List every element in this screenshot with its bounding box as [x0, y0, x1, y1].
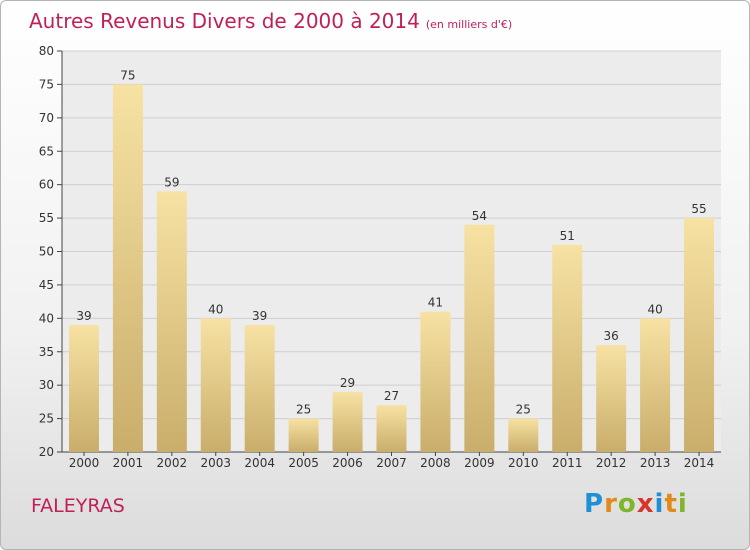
bar [244, 325, 275, 452]
x-tick-label: 2000 [69, 456, 100, 470]
bar-value-label: 75 [120, 68, 135, 82]
bar [112, 84, 143, 453]
commune-name: FALEYRAS [31, 495, 125, 517]
y-tick-label: 40 [39, 311, 54, 325]
chart-title: Autres Revenus Divers de 2000 à 2014 (en … [29, 9, 513, 33]
bar [376, 405, 407, 452]
x-tick-label: 2005 [288, 456, 319, 470]
bar [332, 391, 363, 452]
x-tick-label: 2003 [200, 456, 231, 470]
y-tick-label: 35 [39, 345, 54, 359]
bar [596, 345, 627, 452]
bar [552, 244, 583, 452]
y-tick-label: 80 [39, 44, 54, 58]
bar-value-label: 25 [296, 403, 311, 417]
proxiti-logo: Proxiti [584, 489, 688, 519]
x-tick-label: 2009 [464, 456, 495, 470]
y-tick-label: 65 [39, 144, 54, 158]
bar [684, 218, 715, 452]
bar [640, 318, 671, 452]
bar [288, 418, 319, 452]
bar [156, 191, 187, 452]
bar-value-label: 25 [516, 403, 531, 417]
bar-value-label: 40 [208, 302, 223, 316]
y-tick-label: 50 [39, 245, 54, 259]
y-tick-label: 70 [39, 111, 54, 125]
x-tick-label: 2010 [508, 456, 539, 470]
chart-subtitle: (en milliers d'€) [425, 18, 513, 31]
bar [68, 325, 99, 452]
y-tick-label: 75 [39, 77, 54, 91]
bar-value-label: 36 [604, 329, 619, 343]
bar-value-label: 39 [76, 309, 91, 323]
bar-value-label: 59 [164, 175, 179, 189]
bar-value-label: 39 [252, 309, 267, 323]
x-tick-label: 2013 [640, 456, 671, 470]
bar-value-label: 40 [647, 302, 662, 316]
x-tick-label: 2012 [596, 456, 627, 470]
bar-value-label: 27 [384, 389, 399, 403]
y-tick-label: 45 [39, 278, 54, 292]
x-tick-label: 2004 [244, 456, 275, 470]
x-tick-label: 2006 [332, 456, 363, 470]
bar-value-label: 29 [340, 376, 355, 390]
x-tick-label: 2007 [376, 456, 407, 470]
bar-value-label: 41 [428, 296, 443, 310]
x-tick-label: 2008 [420, 456, 451, 470]
bar-value-label: 54 [472, 209, 487, 223]
bar [464, 224, 495, 452]
bar [420, 311, 451, 452]
x-tick-label: 2002 [157, 456, 188, 470]
y-tick-label: 30 [39, 378, 54, 392]
bar [508, 418, 539, 452]
y-tick-label: 20 [39, 445, 54, 459]
x-tick-label: 2014 [684, 456, 715, 470]
x-tick-label: 2011 [552, 456, 583, 470]
bar-value-label: 55 [691, 202, 706, 216]
y-tick-label: 25 [39, 412, 54, 426]
x-tick-label: 2001 [113, 456, 144, 470]
bar [200, 318, 231, 452]
y-tick-label: 55 [39, 211, 54, 225]
bar-value-label: 51 [560, 229, 575, 243]
y-tick-label: 60 [39, 178, 54, 192]
